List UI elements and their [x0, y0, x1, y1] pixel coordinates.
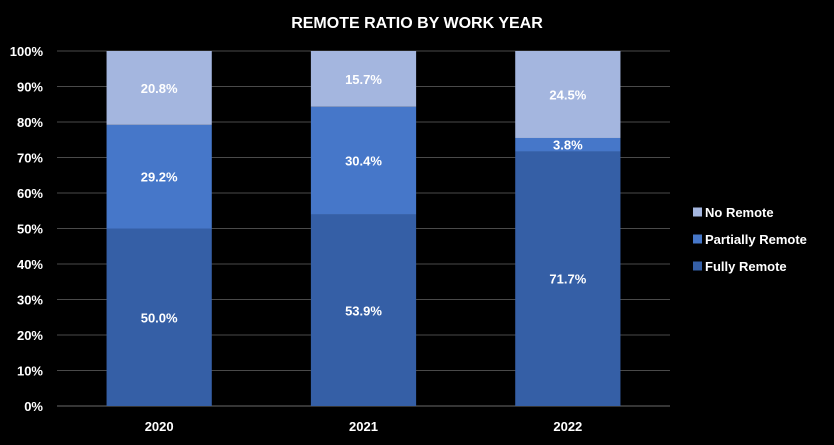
bar-partially-remote-2021 — [310, 106, 417, 215]
legend-label-fully-remote: Fully Remote — [705, 259, 787, 274]
y-tick-label: 90% — [17, 80, 43, 95]
y-tick-label: 70% — [17, 151, 43, 166]
x-tick-label: 2022 — [553, 419, 582, 434]
data-label-no-remote-2021: 15.7% — [345, 72, 382, 87]
data-label-partially-remote-2020: 29.2% — [141, 170, 178, 185]
legend-label-partially-remote: Partially Remote — [705, 232, 807, 247]
data-label-fully-remote-2022: 71.7% — [549, 272, 586, 287]
x-axis: 2020 2021 2022 — [145, 419, 583, 434]
bar-fully-remote-2022 — [515, 151, 621, 406]
data-label-partially-remote-2021: 30.4% — [345, 154, 382, 169]
y-tick-label: 60% — [17, 186, 43, 201]
bar-fully-remote-2020 — [106, 228, 212, 406]
bar-no-remote-2022 — [515, 51, 621, 138]
bar-partially-remote-2022 — [515, 137, 621, 152]
data-label-fully-remote-2020: 50.0% — [141, 310, 178, 325]
data-label-fully-remote-2021: 53.9% — [345, 303, 382, 318]
bar-fully-remote-2021 — [310, 214, 417, 406]
y-tick-label: 10% — [17, 364, 43, 379]
chart-title: REMOTE RATIO BY WORK YEAR — [291, 15, 543, 32]
bar-partially-remote-2020 — [106, 124, 212, 229]
legend-swatch-partially-remote — [693, 234, 702, 244]
x-tick-label: 2020 — [145, 419, 174, 434]
y-tick-label: 20% — [17, 328, 43, 343]
legend: No Remote Partially Remote Fully Remote — [693, 205, 807, 274]
legend-swatch-no-remote — [693, 207, 702, 217]
data-label-no-remote-2020: 20.8% — [141, 81, 178, 96]
y-tick-label: 30% — [17, 293, 43, 308]
x-tick-label: 2021 — [349, 419, 378, 434]
data-label-partially-remote-2022: 3.8% — [553, 138, 583, 153]
y-tick-label: 50% — [17, 222, 43, 237]
bar-no-remote-2020 — [106, 51, 212, 125]
y-tick-label: 80% — [17, 115, 43, 130]
legend-label-no-remote: No Remote — [705, 205, 774, 220]
y-axis: 0% 10% 20% 30% 40% 50% 60% 70% 80% 90% 100% — [10, 44, 44, 414]
data-label-no-remote-2022: 24.5% — [549, 87, 586, 102]
y-tick-label: 100% — [10, 44, 44, 59]
y-tick-label: 0% — [24, 399, 43, 414]
bar-no-remote-2021 — [310, 51, 417, 107]
bars: 50.0% 29.2% 20.8% 53.9% 30.4% 15.7% 71.7% 3.8% 2… — [106, 51, 621, 406]
legend-swatch-fully-remote — [693, 261, 702, 271]
y-tick-label: 40% — [17, 257, 43, 272]
